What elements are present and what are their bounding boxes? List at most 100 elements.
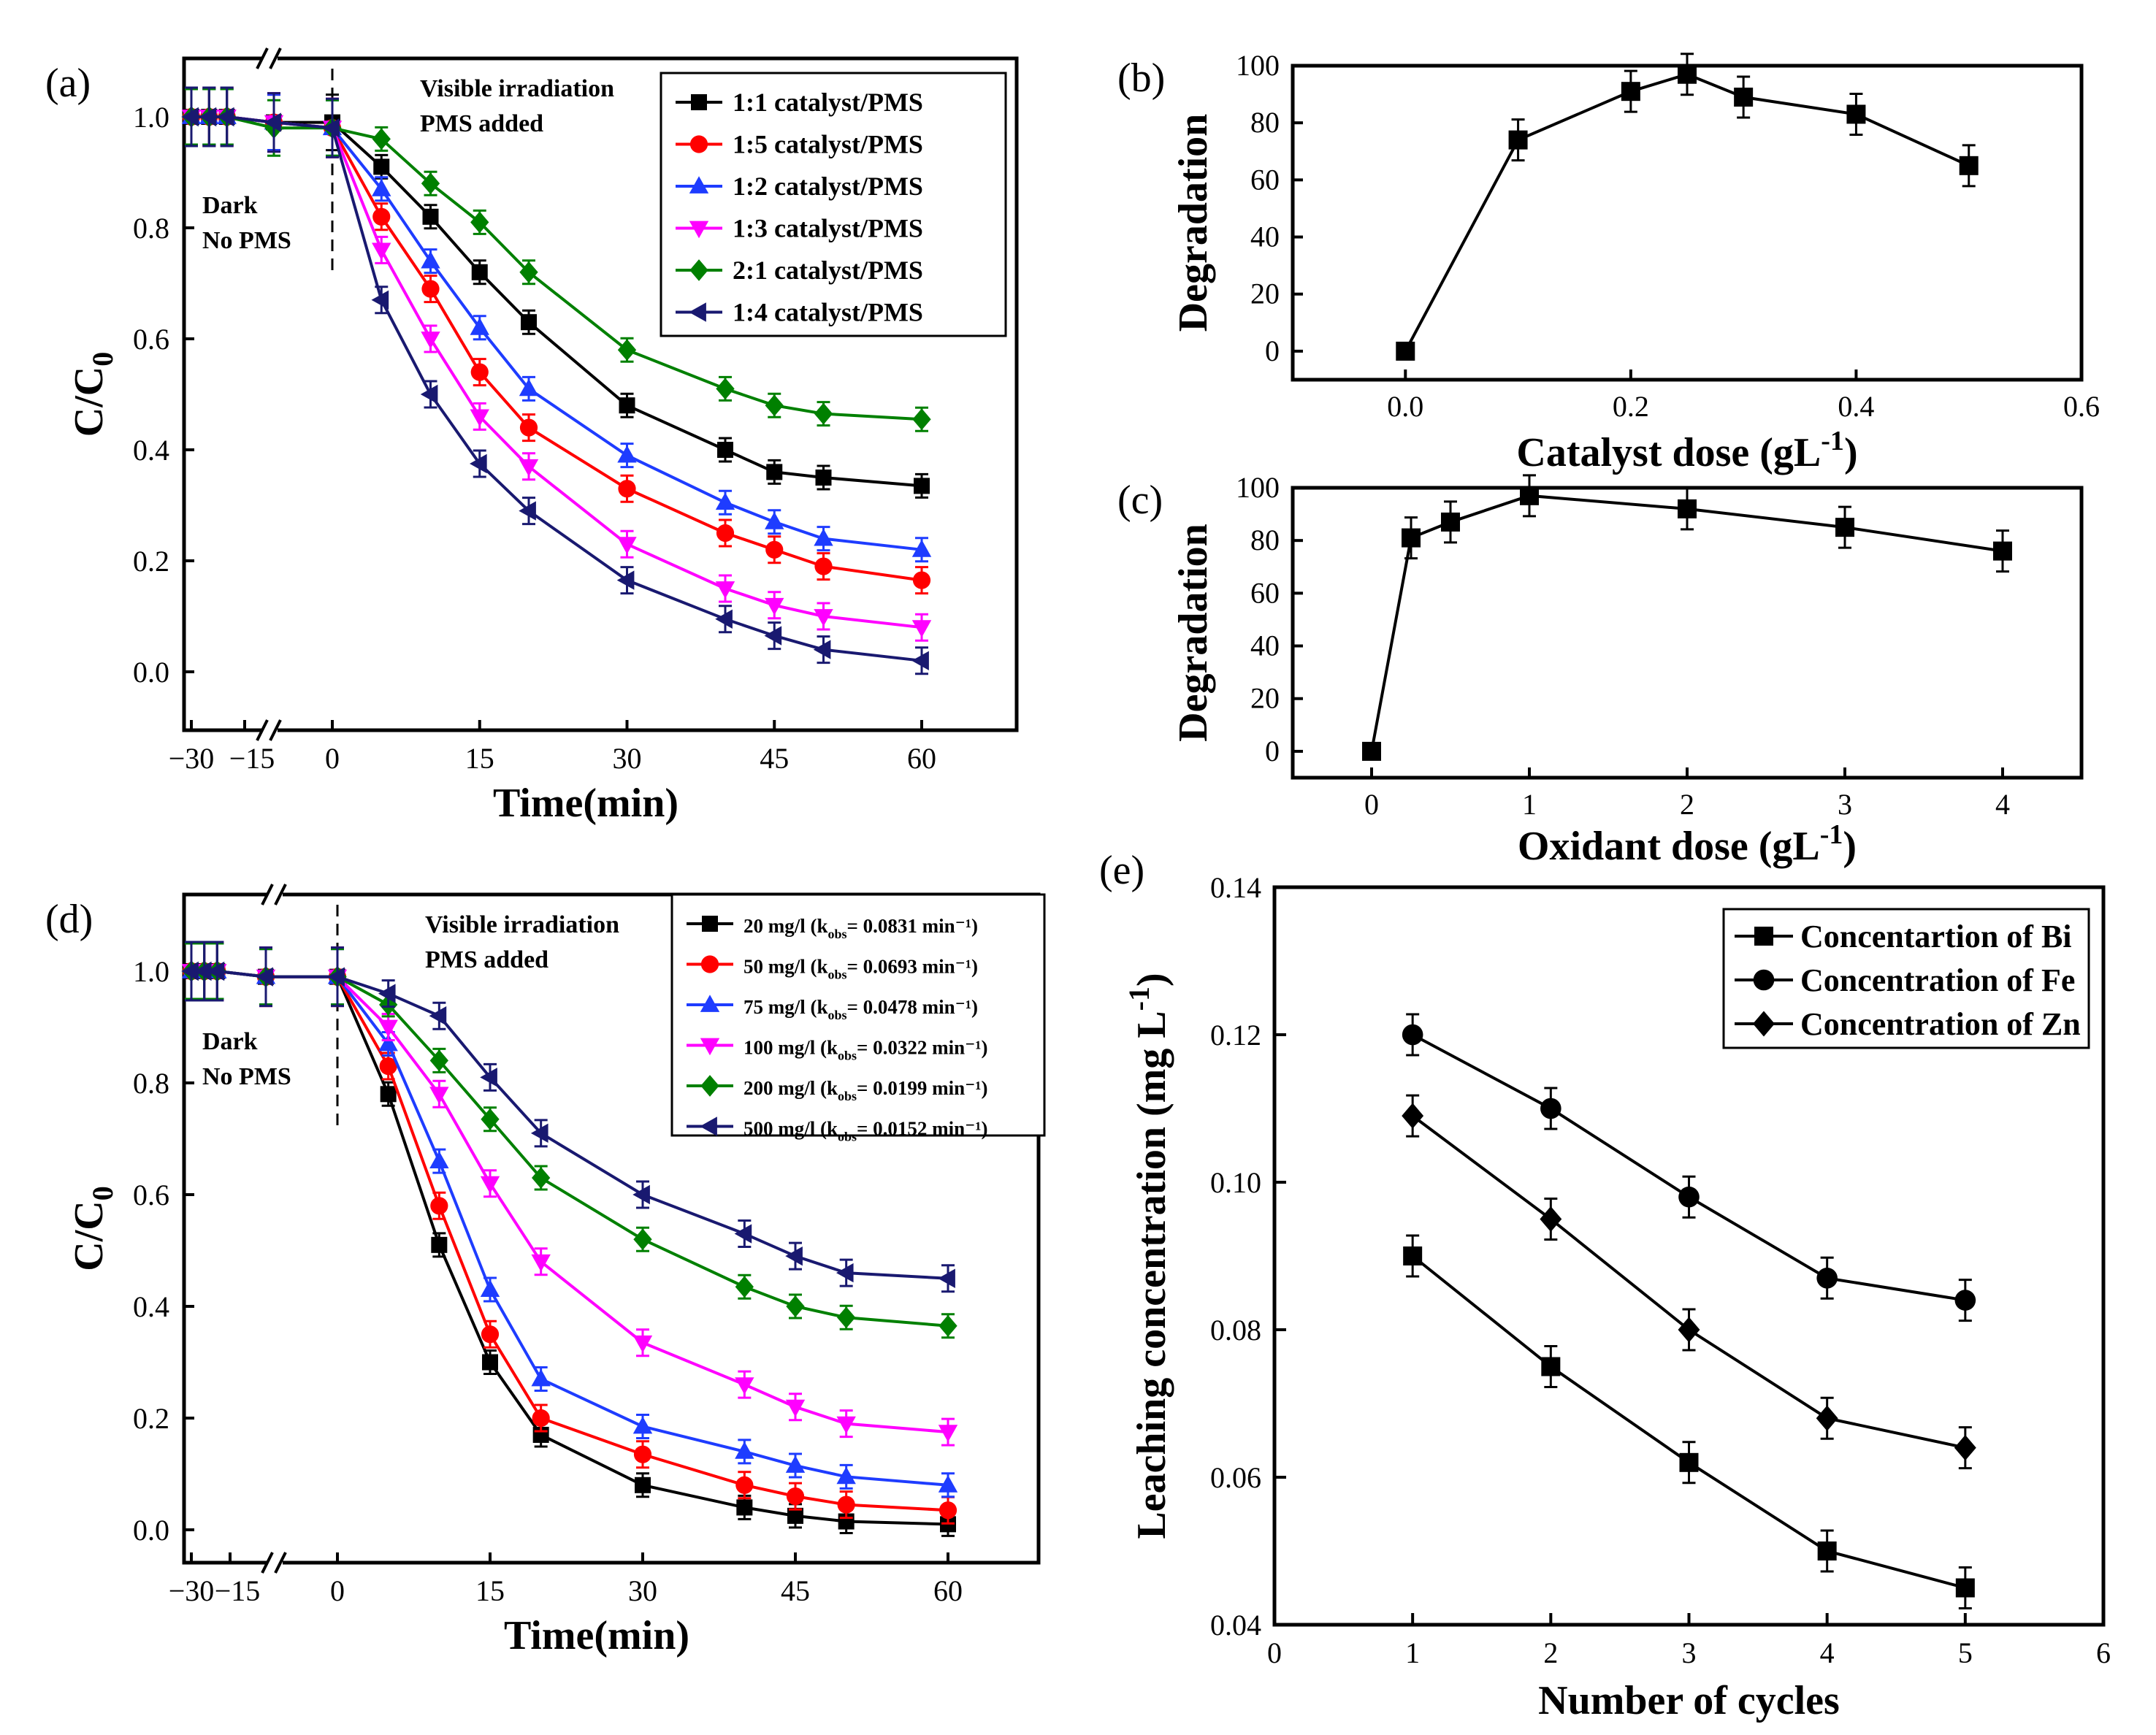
legend-label-sub: obs [838,1089,857,1103]
data-point [911,540,932,557]
legend-marker [700,1038,720,1056]
y-axis-title-end: ) [1129,973,1174,987]
series-line [1412,1033,1966,1302]
data-point [1508,130,1528,150]
y-axis-title-sup: -1 [1123,987,1155,1011]
legend-marker [700,995,720,1012]
data-point [1441,512,1460,532]
data-point [939,1501,957,1520]
annotation-visible-irradiation: Visible irradiation [425,911,619,938]
x-tick-label: −30 [169,742,215,775]
x-tick-label: 0.0 [1387,390,1423,423]
data-point [471,264,488,280]
data-point [519,501,536,521]
axis-break-mark [256,47,269,69]
data-point [421,332,440,349]
x-tick-label: 4 [1995,788,2010,821]
series-line [1411,1114,1966,1449]
x-tick-label: 60 [907,742,936,775]
data-point [480,1176,500,1194]
data-point [1955,1578,1975,1598]
y-tick-label: 0.08 [1210,1314,1261,1347]
legend-label-main: 50 mg/l (k [743,956,828,978]
data-point [194,961,212,981]
data-point [938,1425,958,1442]
x-tick-label: 0.4 [1838,390,1874,423]
data-point [421,280,440,298]
y-tick-label: 40 [1250,629,1280,662]
data-point [717,442,733,458]
data-point [785,1246,803,1266]
x-tick-label: 0 [1267,1636,1282,1669]
y-tick-label: 20 [1250,277,1280,310]
data-point [482,1354,498,1371]
data-point [378,1019,398,1038]
legend-label-main: 75 mg/l (k [743,996,828,1018]
y-axis-title: C/C0 [66,352,119,437]
x-tick-label: 4 [1820,1636,1835,1669]
data-point [735,1441,754,1459]
data-point [199,107,217,127]
data-point [372,179,391,196]
axis-break-mark [269,719,282,741]
data-point [1678,1186,1700,1208]
legend-marker [1753,969,1775,991]
y-tick-label: 0.04 [1210,1609,1261,1642]
data-point [715,492,735,510]
y-tick-label: 80 [1250,106,1280,139]
annotation-pms-added: PMS added [425,946,548,973]
x-axis-title-end: ) [1844,430,1858,475]
y-tick-label: 100 [1236,471,1280,504]
legend-label: 20 mg/l (kobs= 0.0831 min⁻¹) [743,915,978,941]
panel-label: (c) [1117,478,1163,523]
panel-a: 0.0 0.2 0.4 0.6 0.8 1.0 −30 −15 0 15 30 45 60 Time(mi… [45,47,1019,826]
axis-break-mark [274,1552,287,1574]
legend-label: 50 mg/l (kobs= 0.0693 min⁻¹) [743,956,978,982]
data-point [519,378,539,397]
legend-label-main: 1:5 catalyst/PMS [733,130,923,159]
data-point [420,384,438,405]
x-tick-label: 2 [1543,1636,1558,1669]
data-point [716,524,735,543]
data-point [633,1445,652,1463]
data-point [1679,1452,1699,1472]
data-point [421,172,440,195]
data-point [1402,528,1421,548]
data-point [1954,1435,1976,1461]
data-point [814,557,833,575]
y-tick-label: 40 [1250,221,1280,253]
data-point [519,418,538,437]
legend-label-main: 1:1 catalyst/PMS [733,88,923,117]
y-tick-label: 0.8 [133,1067,169,1100]
data-point [632,1416,653,1434]
data-point [616,570,635,590]
x-tick-label: 0 [1364,788,1379,821]
data-point [911,651,929,670]
data-point [327,967,345,987]
panel-e: 0.04 0.06 0.08 0.10 0.12 0.14 0 1 2 3 4 5 6 Number of… [1099,848,2111,1723]
legend-label-end: = 0.0322 min⁻¹) [857,1037,987,1059]
data-point [938,1475,958,1493]
x-axis-title: Time(min) [504,1613,689,1658]
legend-label: 1:3 catalyst/PMS [733,214,923,243]
series-line [191,970,949,1280]
data-point [715,609,733,629]
legend-marker [689,135,708,153]
x-tick-label: 0 [330,1574,345,1607]
legend-label: 1:2 catalyst/PMS [733,172,923,201]
legend-label: 1:5 catalyst/PMS [733,130,923,159]
x-tick-label: 0.2 [1613,390,1649,423]
data-point [521,314,537,331]
data-point [814,528,833,546]
legend-marker [700,955,719,973]
legend-label: Concentration of Fe [1800,962,2075,998]
legend-marker [689,259,708,281]
y-axis-title-main: C/C [66,367,112,437]
data-point [207,961,225,981]
panel-label: (a) [45,61,91,106]
legend-label-end: = 0.0693 min⁻¹) [847,956,978,978]
y-tick-label: 0.14 [1210,871,1261,904]
panel-d: 0.0 0.2 0.4 0.6 0.8 1.0 −30 −15 0 15 30 45 60 Time(mi… [45,884,1046,1658]
data-point [429,1087,449,1105]
data-point [765,597,784,616]
